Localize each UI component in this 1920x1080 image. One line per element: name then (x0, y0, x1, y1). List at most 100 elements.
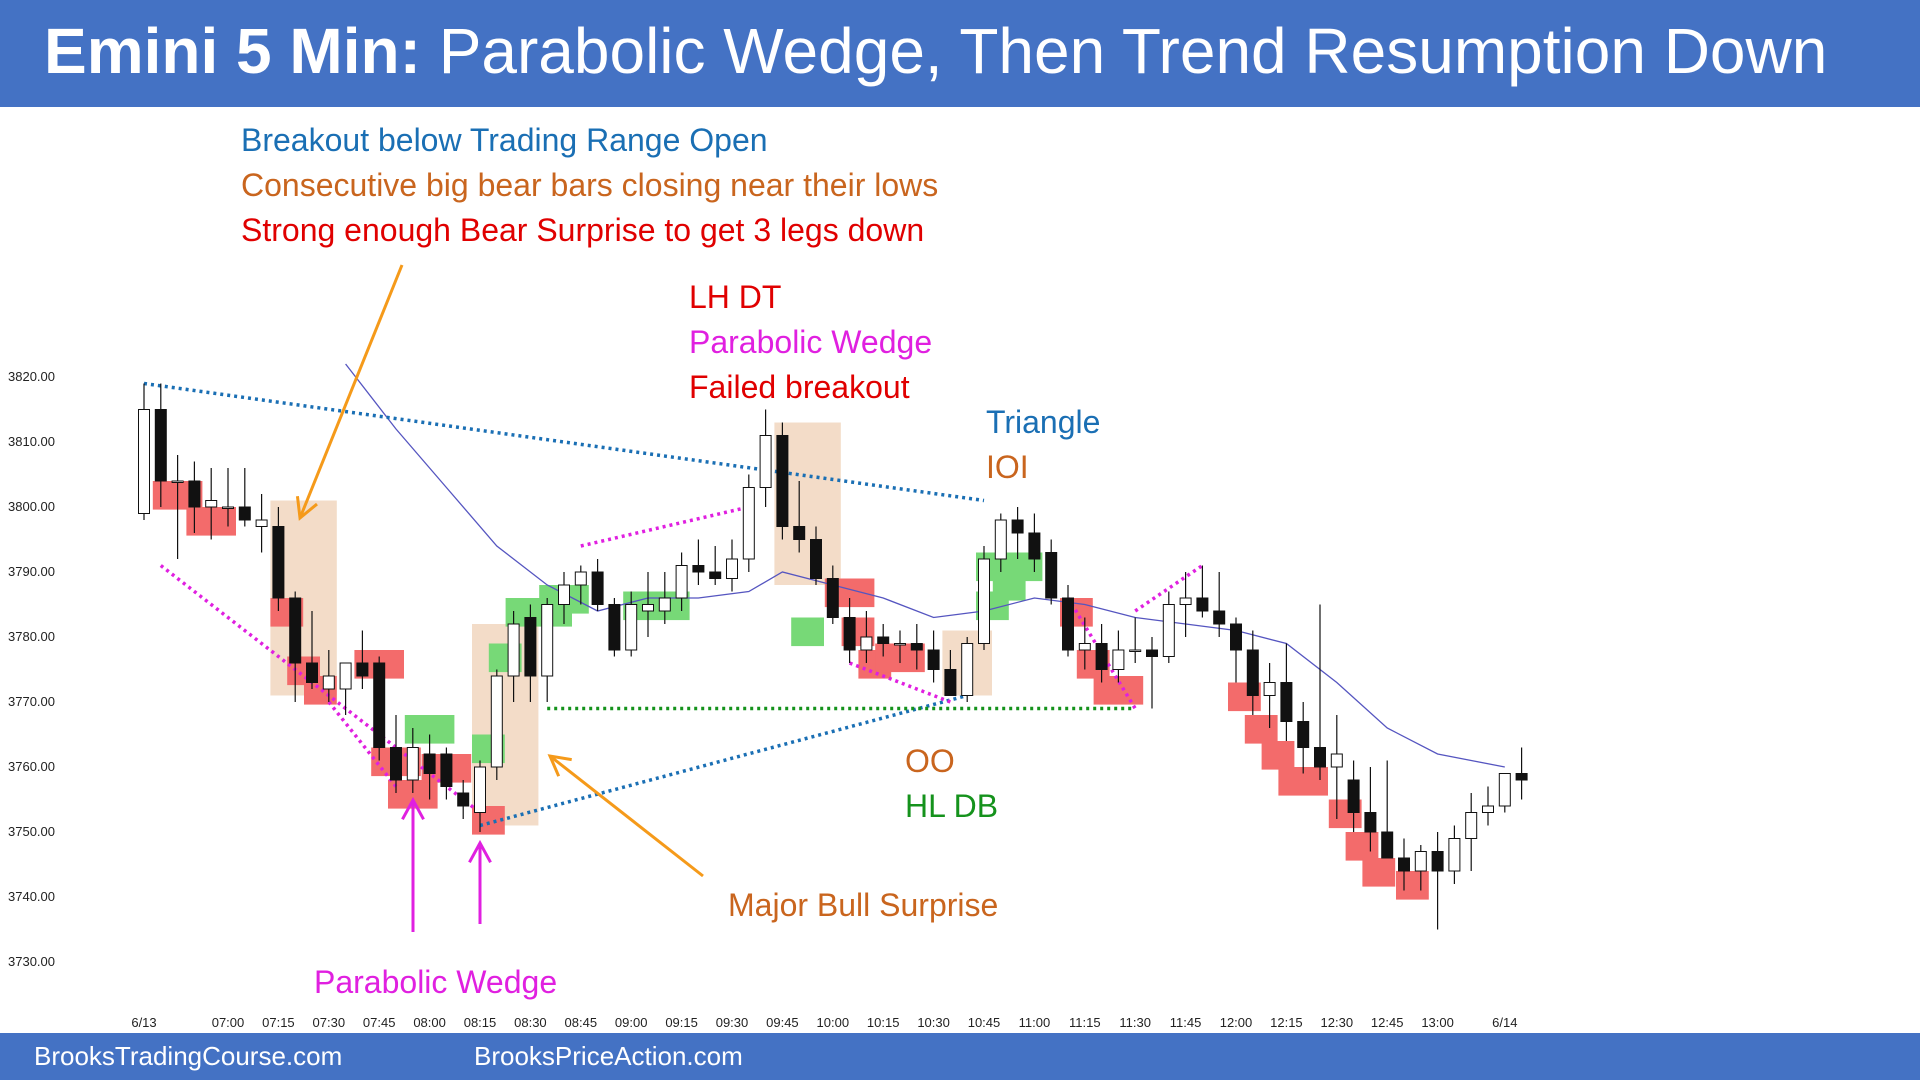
candle (776, 422, 789, 540)
candle (322, 650, 335, 702)
candle-body (1045, 552, 1058, 599)
footer-link-brooks-price-action[interactable]: BrooksPriceAction.com (474, 1041, 743, 1071)
x-tick-label: 08:15 (464, 1015, 497, 1030)
candle (1062, 585, 1074, 657)
candle-body (1078, 643, 1091, 651)
candle (558, 572, 570, 624)
candle (978, 546, 990, 650)
y-tick-label: 3740.00 (8, 889, 55, 904)
candle (877, 624, 890, 657)
candle-body (440, 753, 453, 787)
orange-arrow-bull-surprise (547, 754, 704, 878)
annotation-ioi: IOI (986, 449, 1029, 485)
candle (1431, 832, 1444, 930)
candle-body (423, 753, 436, 774)
candle-body (558, 584, 570, 605)
candle (1381, 760, 1394, 859)
annotation-parabolic-wedge-bottom: Parabolic Wedge (314, 964, 558, 1000)
candle (1196, 565, 1209, 618)
candle-body (793, 526, 806, 540)
candle (1129, 617, 1142, 663)
x-tick-label: 11:00 (1019, 1015, 1051, 1030)
candle-body (927, 649, 940, 670)
annotation-breakout: Breakout below Trading Range Open (241, 122, 768, 158)
candle (894, 630, 906, 663)
candle-body (457, 792, 470, 807)
candle (1364, 767, 1377, 852)
candle (810, 526, 822, 585)
x-tick-label: 6/13 (131, 1015, 156, 1030)
x-tick-label: 10:00 (817, 1015, 850, 1030)
candle (1482, 786, 1494, 826)
candle (1045, 539, 1058, 605)
candle-body (1230, 623, 1242, 651)
candle-body (1062, 597, 1074, 651)
candlestick-chart: 3820.00 3810.00 3800.00 3790.00 3780.00 3770.… (8, 264, 1528, 1030)
candle-body (373, 662, 386, 748)
candle-body (860, 636, 873, 651)
annotation-triangle: Triangle (986, 404, 1101, 440)
candle-body (289, 597, 302, 664)
candle (793, 481, 806, 553)
x-tick-label: 11:45 (1170, 1015, 1202, 1030)
candle-body (1179, 597, 1192, 605)
x-tick-label: 09:00 (615, 1015, 648, 1030)
candle (742, 474, 755, 572)
arrow-head (295, 495, 318, 521)
bear-signal-box (1345, 832, 1379, 861)
candle-body (1347, 779, 1360, 813)
y-tick-label: 3820.00 (8, 369, 55, 384)
candle (390, 715, 402, 793)
candle (238, 468, 251, 527)
x-tick-label: 11:15 (1069, 1015, 1101, 1030)
candle (927, 630, 940, 683)
candle-body (171, 480, 184, 483)
arrow-head (401, 796, 425, 821)
candle (843, 598, 856, 663)
dotted-trend-line (479, 693, 968, 828)
candle-body (1162, 604, 1175, 657)
candle-body (1431, 851, 1444, 872)
candle (1213, 572, 1226, 637)
candle (642, 572, 654, 637)
candle (994, 513, 1007, 572)
candle-body (1398, 857, 1410, 872)
candle-body (1146, 649, 1158, 657)
candle (541, 598, 554, 702)
candle-body (608, 604, 621, 651)
bear-signal-box (1261, 741, 1295, 770)
candle-body (154, 409, 167, 482)
x-tick-label: 12:45 (1371, 1015, 1404, 1030)
candle-body (574, 571, 587, 586)
candle (1146, 637, 1158, 709)
candle-body (1129, 649, 1142, 652)
candle (1246, 630, 1259, 715)
title-bar: Emini 5 Min: Parabolic Wedge, Then Trend… (0, 0, 1920, 107)
x-tick-label: 08:00 (413, 1015, 446, 1030)
candle (1465, 793, 1478, 871)
candle-body (1263, 682, 1276, 696)
x-tick-label: 11:30 (1119, 1015, 1151, 1030)
candle-body (910, 643, 923, 651)
footer-link-brooks-trading-course[interactable]: BrooksTradingCourse.com (34, 1041, 343, 1071)
x-tick-label: 08:45 (565, 1015, 598, 1030)
annotation-oo: OO (905, 743, 955, 779)
candle-body (978, 558, 990, 644)
candle (1230, 617, 1242, 683)
candle-body (1364, 812, 1377, 833)
candle (1095, 624, 1108, 683)
x-tick-label: 12:15 (1270, 1015, 1303, 1030)
candle-body (1515, 773, 1528, 781)
candle (1179, 572, 1192, 637)
candle-body (1381, 831, 1394, 859)
candle-body (742, 487, 755, 560)
x-tick-label: 09:15 (665, 1015, 698, 1030)
candle-body (1330, 753, 1343, 768)
candle (373, 656, 386, 761)
candle (154, 383, 167, 507)
dotted-trend-line (327, 700, 398, 788)
candle-body (272, 526, 285, 599)
candle (1162, 591, 1175, 663)
candle (306, 611, 318, 689)
magenta-arrow-wedge-low-1 (401, 796, 425, 932)
